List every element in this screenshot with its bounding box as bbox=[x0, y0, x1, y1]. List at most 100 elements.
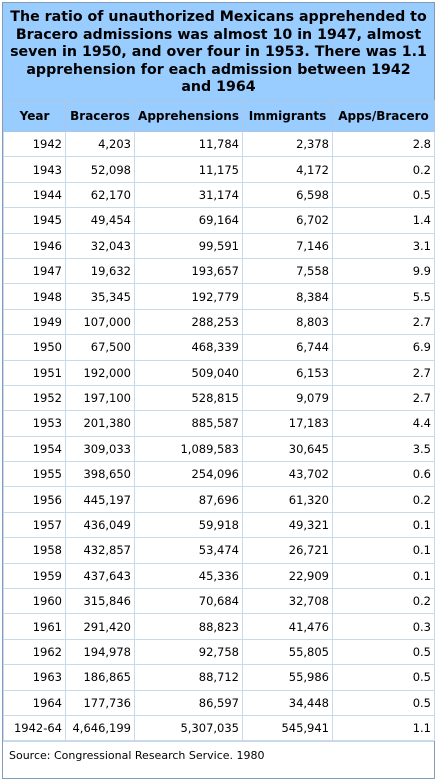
table-row: 1949 107,000 288,253 8,803 2.7 bbox=[3, 308, 435, 336]
cell-braceros: 35,345 bbox=[65, 283, 135, 310]
cell-year: 1961 bbox=[3, 613, 66, 640]
cell-immigrants: 4,172 bbox=[242, 156, 333, 183]
cell-immigrants: 545,941 bbox=[242, 714, 333, 742]
cell-braceros: 4,646,199 bbox=[65, 714, 135, 742]
table-row: 1964 177,736 86,597 34,448 0.5 bbox=[3, 689, 435, 716]
cell-apps-per-bracero: 3.5 bbox=[332, 435, 435, 463]
cell-apps-per-bracero: 2.7 bbox=[332, 384, 435, 412]
table-row: 1957 436,049 59,918 49,321 0.1 bbox=[3, 511, 435, 539]
cell-braceros: 201,380 bbox=[65, 410, 135, 437]
cell-apprehensions: 468,339 bbox=[134, 334, 243, 361]
table-row: 1960 315,846 70,684 32,708 0.2 bbox=[3, 588, 435, 615]
cell-immigrants: 30,645 bbox=[242, 435, 333, 463]
cell-immigrants: 32,708 bbox=[242, 588, 333, 615]
table-row: 1958 432,857 53,474 26,721 0.1 bbox=[3, 537, 435, 564]
cell-apprehensions: 92,758 bbox=[134, 638, 243, 666]
cell-apprehensions: 11,784 bbox=[134, 130, 243, 158]
cell-year: 1949 bbox=[3, 308, 66, 336]
cell-apprehensions: 53,474 bbox=[134, 537, 243, 564]
cell-braceros: 177,736 bbox=[65, 689, 135, 716]
cell-immigrants: 6,153 bbox=[242, 359, 333, 386]
cell-year: 1953 bbox=[3, 410, 66, 437]
cell-year: 1960 bbox=[3, 588, 66, 615]
cell-apps-per-bracero: 0.5 bbox=[332, 664, 435, 691]
cell-apps-per-bracero: 0.3 bbox=[332, 613, 435, 640]
cell-year: 1942-64 bbox=[3, 714, 66, 742]
cell-braceros: 432,857 bbox=[65, 537, 135, 564]
data-table: Year Braceros Apprehensions Immigrants A… bbox=[3, 100, 435, 742]
cell-apps-per-bracero: 4.4 bbox=[332, 410, 435, 437]
cell-braceros: 32,043 bbox=[65, 232, 135, 259]
table-frame: The ratio of unauthorized Mexicans appre… bbox=[2, 2, 435, 779]
table-row: 1956 445,197 87,696 61,320 0.2 bbox=[3, 486, 435, 513]
cell-immigrants: 6,702 bbox=[242, 207, 333, 234]
cell-immigrants: 41,476 bbox=[242, 613, 333, 640]
cell-immigrants: 6,598 bbox=[242, 181, 333, 209]
cell-apps-per-bracero: 0.1 bbox=[332, 537, 435, 564]
cell-immigrants: 26,721 bbox=[242, 537, 333, 564]
table-row: 1942 4,203 11,784 2,378 2.8 bbox=[3, 130, 435, 158]
cell-apprehensions: 86,597 bbox=[134, 689, 243, 716]
cell-braceros: 436,049 bbox=[65, 511, 135, 539]
cell-year: 1944 bbox=[3, 181, 66, 209]
cell-immigrants: 7,558 bbox=[242, 257, 333, 285]
cell-immigrants: 61,320 bbox=[242, 486, 333, 513]
cell-apps-per-bracero: 0.5 bbox=[332, 689, 435, 716]
cell-immigrants: 55,986 bbox=[242, 664, 333, 691]
table-row: 1963 186,865 88,712 55,986 0.5 bbox=[3, 664, 435, 691]
cell-year: 1945 bbox=[3, 207, 66, 234]
cell-apps-per-bracero: 1.4 bbox=[332, 207, 435, 234]
cell-apps-per-bracero: 1.1 bbox=[332, 714, 435, 742]
cell-year: 1959 bbox=[3, 562, 66, 590]
table-row: 1959 437,643 45,336 22,909 0.1 bbox=[3, 562, 435, 590]
cell-apps-per-bracero: 9.9 bbox=[332, 257, 435, 285]
cell-apprehensions: 288,253 bbox=[134, 308, 243, 336]
cell-braceros: 398,650 bbox=[65, 461, 135, 488]
cell-braceros: 4,203 bbox=[65, 130, 135, 158]
table-row: 1961 291,420 88,823 41,476 0.3 bbox=[3, 613, 435, 640]
cell-apprehensions: 31,174 bbox=[134, 181, 243, 209]
cell-immigrants: 49,321 bbox=[242, 511, 333, 539]
source-note: Source: Congressional Research Service. … bbox=[3, 741, 434, 769]
cell-apprehensions: 45,336 bbox=[134, 562, 243, 590]
cell-apps-per-bracero: 0.2 bbox=[332, 486, 435, 513]
column-header-braceros: Braceros bbox=[65, 100, 135, 132]
cell-apps-per-bracero: 0.2 bbox=[332, 156, 435, 183]
cell-apps-per-bracero: 0.1 bbox=[332, 511, 435, 539]
cell-year: 1958 bbox=[3, 537, 66, 564]
cell-year: 1951 bbox=[3, 359, 66, 386]
cell-immigrants: 9,079 bbox=[242, 384, 333, 412]
cell-apps-per-bracero: 2.7 bbox=[332, 308, 435, 336]
column-header-apprehensions: Apprehensions bbox=[134, 100, 243, 132]
cell-apprehensions: 193,657 bbox=[134, 257, 243, 285]
cell-apprehensions: 509,040 bbox=[134, 359, 243, 386]
table-row: 1947 19,632 193,657 7,558 9.9 bbox=[3, 257, 435, 285]
cell-year: 1963 bbox=[3, 664, 66, 691]
cell-year: 1962 bbox=[3, 638, 66, 666]
table-row: 1945 49,454 69,164 6,702 1.4 bbox=[3, 207, 435, 234]
cell-apps-per-bracero: 5.5 bbox=[332, 283, 435, 310]
cell-apprehensions: 59,918 bbox=[134, 511, 243, 539]
table-row: 1944 62,170 31,174 6,598 0.5 bbox=[3, 181, 435, 209]
cell-immigrants: 17,183 bbox=[242, 410, 333, 437]
cell-braceros: 194,978 bbox=[65, 638, 135, 666]
cell-apps-per-bracero: 0.6 bbox=[332, 461, 435, 488]
header-row: Year Braceros Apprehensions Immigrants A… bbox=[3, 100, 435, 132]
cell-year: 1954 bbox=[3, 435, 66, 463]
cell-immigrants: 22,909 bbox=[242, 562, 333, 590]
cell-apps-per-bracero: 0.5 bbox=[332, 638, 435, 666]
cell-braceros: 291,420 bbox=[65, 613, 135, 640]
cell-apprehensions: 254,096 bbox=[134, 461, 243, 488]
cell-apps-per-bracero: 6.9 bbox=[332, 334, 435, 361]
cell-braceros: 197,100 bbox=[65, 384, 135, 412]
cell-braceros: 437,643 bbox=[65, 562, 135, 590]
column-header-apps-per-bracero: Apps/Bracero bbox=[332, 100, 435, 132]
cell-immigrants: 43,702 bbox=[242, 461, 333, 488]
cell-apprehensions: 88,823 bbox=[134, 613, 243, 640]
cell-immigrants: 55,805 bbox=[242, 638, 333, 666]
cell-braceros: 62,170 bbox=[65, 181, 135, 209]
cell-year: 1943 bbox=[3, 156, 66, 183]
cell-year: 1950 bbox=[3, 334, 66, 361]
table-row: 1943 52,098 11,175 4,172 0.2 bbox=[3, 156, 435, 183]
cell-apprehensions: 87,696 bbox=[134, 486, 243, 513]
